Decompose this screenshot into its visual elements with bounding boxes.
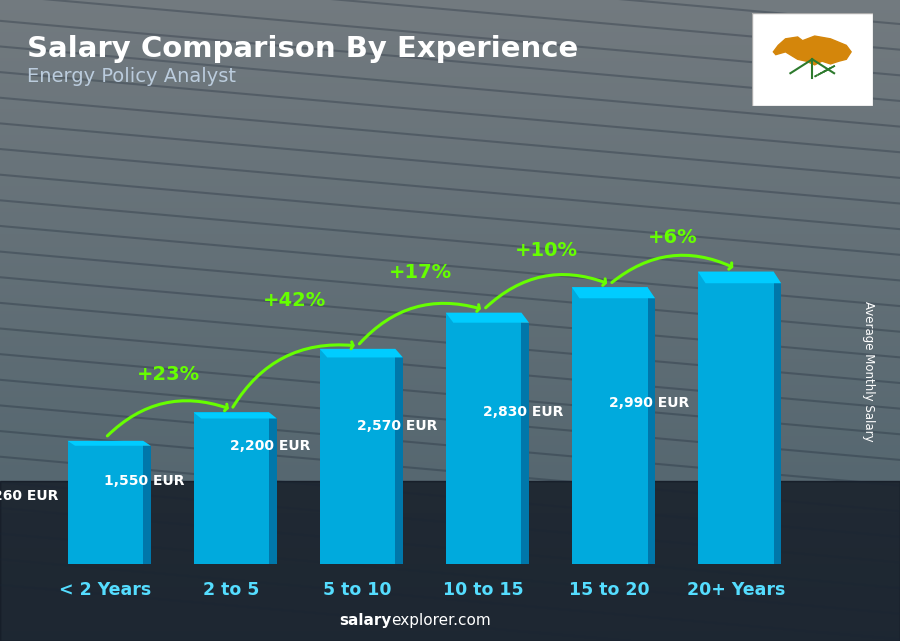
Bar — [68, 441, 143, 564]
Text: 1,550 EUR: 1,550 EUR — [104, 474, 184, 488]
Bar — [320, 349, 395, 564]
Bar — [572, 287, 647, 564]
Text: +6%: +6% — [648, 228, 698, 247]
Polygon shape — [773, 36, 851, 65]
Polygon shape — [446, 313, 529, 322]
Bar — [446, 313, 521, 564]
Text: 2,990 EUR: 2,990 EUR — [609, 396, 689, 410]
Text: Salary Comparison By Experience: Salary Comparison By Experience — [27, 35, 578, 63]
Text: salary: salary — [339, 613, 392, 628]
Bar — [698, 272, 774, 564]
Text: Energy Policy Analyst: Energy Policy Analyst — [27, 67, 236, 87]
Text: 1,260 EUR: 1,260 EUR — [0, 489, 58, 503]
Text: +17%: +17% — [389, 263, 452, 282]
Polygon shape — [774, 283, 781, 564]
Bar — [194, 412, 269, 564]
Text: +23%: +23% — [137, 365, 200, 385]
Polygon shape — [194, 412, 277, 419]
Polygon shape — [395, 358, 403, 564]
Text: 2,200 EUR: 2,200 EUR — [230, 438, 310, 453]
Polygon shape — [269, 419, 277, 564]
Text: 2,570 EUR: 2,570 EUR — [356, 419, 437, 433]
Text: Average Monthly Salary: Average Monthly Salary — [862, 301, 875, 442]
Polygon shape — [647, 298, 655, 564]
Text: explorer.com: explorer.com — [392, 613, 491, 628]
Polygon shape — [320, 349, 403, 358]
Text: 2,830 EUR: 2,830 EUR — [482, 405, 563, 419]
Polygon shape — [0, 481, 900, 641]
Polygon shape — [143, 445, 150, 564]
Text: +42%: +42% — [263, 291, 326, 310]
Polygon shape — [698, 272, 781, 283]
Text: +10%: +10% — [515, 241, 578, 260]
Polygon shape — [68, 441, 150, 445]
Polygon shape — [521, 322, 529, 564]
Polygon shape — [572, 287, 655, 298]
